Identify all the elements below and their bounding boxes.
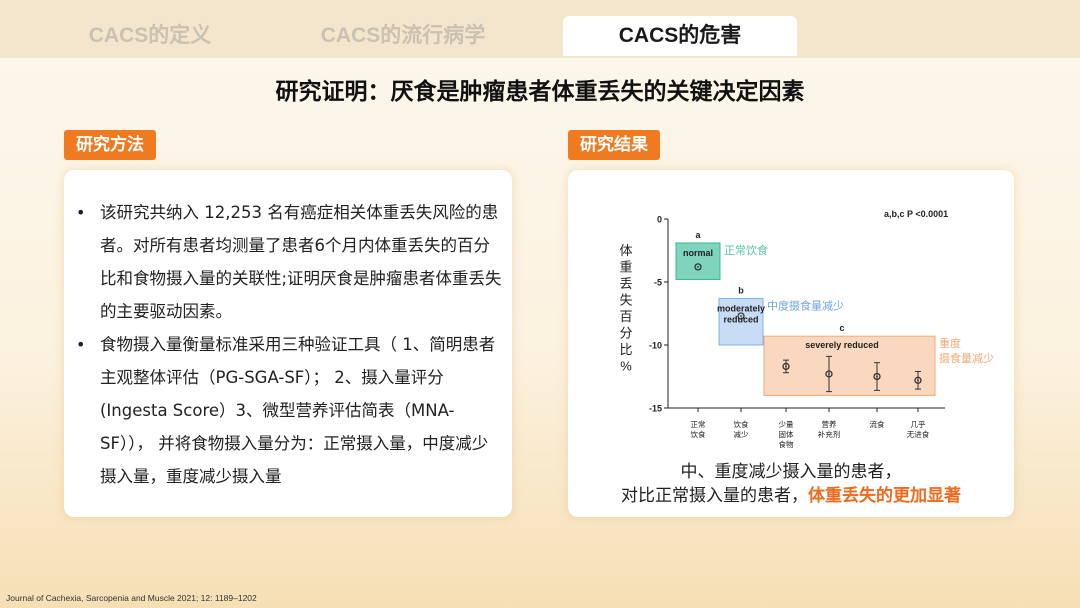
page-title: 研究证明：厌食是肿瘤患者体重丢失的关键决定因素 <box>275 79 805 105</box>
methods-list: 该研究共纳入 12,253 名有癌症相关体重丢失风险的患者。对所有患者均测量了患… <box>74 196 504 493</box>
conclusion-line-1: 中、重度减少摄入量的患者， <box>680 462 902 482</box>
tab-bar: CACS的定义 CACS的流行病学 CACS的危害 <box>0 0 1080 58</box>
results-badge: 研究结果 <box>568 130 660 160</box>
methods-badge: 研究方法 <box>64 130 156 160</box>
methods-bullet: 该研究共纳入 12,253 名有癌症相关体重丢失风险的患者。对所有患者均测量了患… <box>74 196 504 328</box>
tab-epidemiology[interactable]: CACS的流行病学 <box>320 24 486 47</box>
methods-bullet: 食物摄入量衡量标准采用三种验证工具（ 1、简明患者主观整体评估（PG-SGA-S… <box>74 328 504 493</box>
conclusion-line-2-text: 对比正常摄入量的患者， <box>621 486 808 506</box>
tab-definition[interactable]: CACS的定义 <box>88 24 212 47</box>
conclusion-line-2: 对比正常摄入量的患者，体重丢失的更加显著 <box>568 484 1014 508</box>
tab-harm[interactable]: CACS的危害 <box>563 16 797 56</box>
results-conclusion: 中、重度减少摄入量的患者， 对比正常摄入量的患者，体重丢失的更加显著 <box>568 460 1014 508</box>
citation: Journal of Cachexia, Sarcopenia and Musc… <box>6 593 257 603</box>
conclusion-highlight: 体重丢失的更加显著 <box>808 486 961 506</box>
